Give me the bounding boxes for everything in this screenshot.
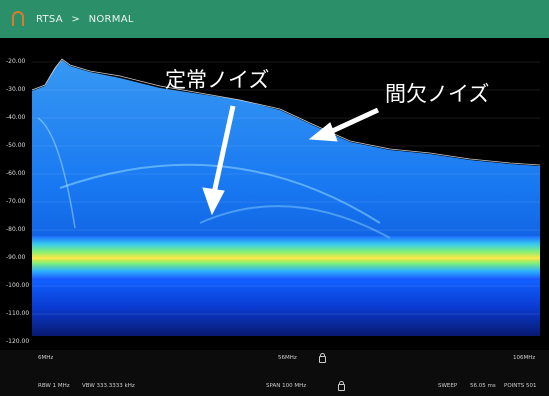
noise-arc-2: [199, 205, 391, 239]
y-tick-label: -90.00: [6, 254, 26, 261]
breadcrumb-separator: >: [71, 13, 81, 25]
arrow-intermittent-noise: [308, 107, 380, 142]
grid-lines: [32, 61, 540, 315]
breadcrumb: RTSA > NORMAL: [36, 14, 134, 25]
vbw-value[interactable]: VBW 333.3333 kHz: [82, 383, 135, 389]
intermittent-noise-label: 間欠ノイズ: [385, 82, 490, 106]
y-tick-label: -30.00: [6, 86, 26, 93]
breadcrumb-rtsa[interactable]: RTSA: [36, 13, 63, 25]
noise-floor-band: [32, 236, 540, 280]
y-tick-label: -120.00: [6, 338, 30, 345]
title-bar: RTSA > NORMAL: [0, 0, 549, 38]
breadcrumb-mode[interactable]: NORMAL: [88, 13, 134, 25]
y-tick-label: -40.00: [6, 114, 26, 121]
x-start-frequency[interactable]: 6MHz: [38, 355, 54, 361]
points-value[interactable]: POINTS 501: [504, 383, 537, 389]
span-lock-icon[interactable]: [337, 381, 345, 391]
y-tick-label: -110.00: [6, 310, 30, 317]
y-tick-label: -60.00: [6, 170, 26, 177]
center-lock-icon[interactable]: [319, 353, 326, 363]
noise-arc: [59, 163, 381, 224]
noise-floor-lower: [32, 280, 540, 336]
noise-arc-3: [37, 117, 76, 229]
status-footer: 6MHz 56MHz 106MHz RBW 1 MHz VBW 333.3333…: [0, 350, 549, 396]
y-tick-label: -70.00: [6, 198, 26, 205]
spectrum-plot[interactable]: -20.00 -30.00 -40.00 -50.00 -60.00 -70.0…: [0, 38, 549, 355]
sweep-label: SWEEP: [438, 383, 458, 389]
y-tick-label: -80.00: [6, 226, 26, 233]
arrow-steady-noise: [202, 105, 236, 216]
max-hold-trace: [31, 58, 541, 166]
app-logo-icon[interactable]: [12, 11, 26, 27]
y-tick-label: -50.00: [6, 142, 26, 149]
y-tick-label: -100.00: [6, 282, 30, 289]
y-tick-label: -20.00: [6, 58, 26, 65]
steady-noise-label: 定常ノイズ: [165, 68, 270, 92]
sweep-time[interactable]: 56.05 ms: [470, 383, 496, 389]
span-value[interactable]: SPAN 100 MHz: [266, 383, 307, 389]
spectrum-graph: [0, 38, 549, 336]
x-center-frequency[interactable]: 56MHz: [278, 355, 297, 361]
x-stop-frequency[interactable]: 106MHz: [513, 355, 536, 361]
rbw-value[interactable]: RBW 1 MHz: [38, 383, 70, 389]
